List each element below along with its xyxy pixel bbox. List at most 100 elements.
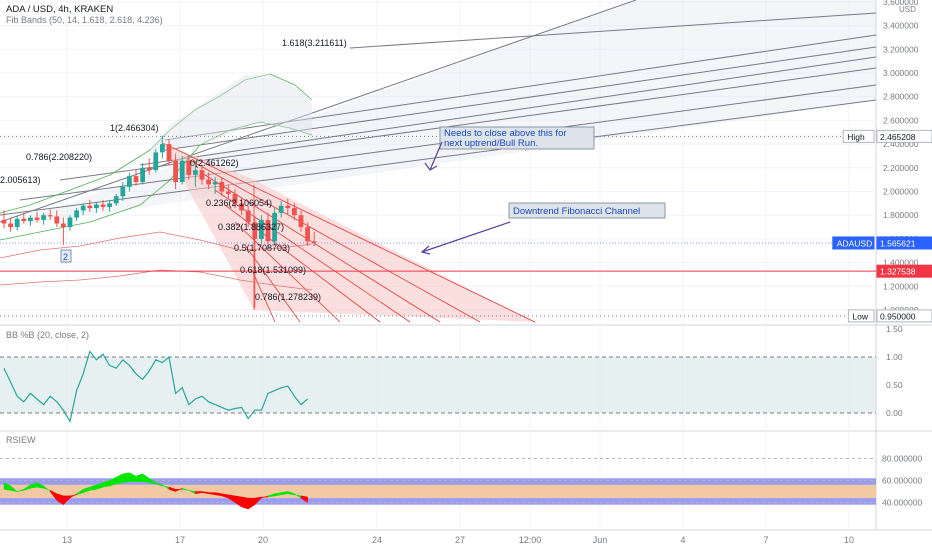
rsi-panel-title[interactable]: RSIEW: [6, 435, 36, 445]
candle-body[interactable]: [219, 182, 225, 192]
candle[interactable]: [100, 199, 106, 211]
channel-note[interactable]: Downtrend Fibonacci Channel: [508, 202, 666, 219]
candle-body[interactable]: [74, 210, 79, 218]
candle-body[interactable]: [61, 223, 66, 228]
candle-body[interactable]: [193, 170, 198, 175]
candle[interactable]: [292, 203, 297, 220]
candle-body[interactable]: [298, 215, 304, 228]
candle-body[interactable]: [259, 219, 264, 239]
candle-body[interactable]: [265, 219, 271, 242]
candle[interactable]: [265, 212, 271, 249]
candlestick-series[interactable]: [1, 135, 317, 308]
candle[interactable]: [166, 139, 172, 166]
candle-body[interactable]: [140, 167, 145, 183]
candle-body[interactable]: [67, 217, 73, 228]
candle[interactable]: [146, 158, 152, 175]
candle-body[interactable]: [1, 219, 7, 224]
candle-body[interactable]: [305, 227, 310, 242]
candle[interactable]: [41, 212, 46, 225]
candle[interactable]: [21, 212, 27, 224]
fib-channel-line[interactable]: [189, 159, 481, 323]
candle-body[interactable]: [107, 203, 112, 207]
candle-body[interactable]: [41, 215, 46, 220]
time-axis[interactable]: 13 17 20 24 27 12:00 Jun 4 7 10: [62, 535, 854, 545]
candle-body[interactable]: [252, 222, 258, 239]
candle-body[interactable]: [232, 193, 238, 204]
candle[interactable]: [94, 202, 99, 213]
candle[interactable]: [193, 165, 198, 187]
marker-badge[interactable]: [60, 249, 72, 263]
candle[interactable]: [61, 217, 66, 245]
candle-body[interactable]: [245, 210, 251, 223]
candle[interactable]: [245, 205, 251, 228]
candle-body[interactable]: [34, 217, 40, 220]
candle[interactable]: [272, 208, 277, 245]
fib-channel-line[interactable]: [224, 204, 381, 323]
candle[interactable]: [28, 215, 33, 226]
fib-fan-line[interactable]: [139, 56, 877, 166]
candle[interactable]: [47, 209, 53, 220]
bb-line[interactable]: [3, 350, 308, 424]
candle[interactable]: [186, 155, 192, 180]
candle-body[interactable]: [199, 170, 205, 180]
candle-body[interactable]: [160, 144, 165, 153]
candle[interactable]: [259, 215, 264, 244]
candle-body[interactable]: [166, 144, 172, 161]
candle-body[interactable]: [212, 182, 218, 185]
candle-body[interactable]: [8, 223, 13, 228]
candle[interactable]: [219, 177, 225, 197]
fib-fan-line[interactable]: [349, 12, 877, 49]
candle[interactable]: [87, 199, 93, 212]
candle-body[interactable]: [206, 179, 211, 185]
fib-fan-line[interactable]: [0, 0, 637, 223]
candle[interactable]: [226, 184, 231, 199]
candle[interactable]: [1, 210, 7, 229]
candle[interactable]: [113, 193, 119, 206]
indicator-legend[interactable]: Fib Bands (50, 14, 1.618, 2.618, 4.236): [6, 15, 163, 25]
candle[interactable]: [206, 172, 211, 190]
candle[interactable]: [133, 170, 139, 186]
candle[interactable]: [54, 210, 60, 228]
candle[interactable]: [153, 148, 159, 173]
candle-body[interactable]: [292, 208, 297, 216]
candle[interactable]: [107, 200, 112, 212]
candle-body[interactable]: [153, 152, 159, 171]
fib-fan-line[interactable]: [164, 46, 877, 151]
candle-body[interactable]: [47, 215, 53, 217]
candle[interactable]: [252, 217, 258, 308]
fib-channel-line[interactable]: [162, 142, 536, 323]
fib-channel-line[interactable]: [251, 269, 276, 323]
candle-body[interactable]: [278, 205, 284, 213]
candle-body[interactable]: [14, 218, 20, 228]
candle[interactable]: [160, 135, 165, 159]
bull-run-note[interactable]: Needs to close above this for next uptre…: [439, 126, 595, 150]
horizontal-price-lines[interactable]: [0, 135, 876, 317]
candle-body[interactable]: [173, 160, 178, 183]
bb-panel-title[interactable]: BB %B (20, close, 2): [6, 330, 89, 340]
candle[interactable]: [120, 182, 126, 201]
candle[interactable]: [127, 172, 132, 192]
candle-body[interactable]: [100, 204, 106, 207]
candle-body[interactable]: [226, 191, 231, 194]
candle[interactable]: [278, 200, 284, 218]
candle-body[interactable]: [80, 205, 86, 211]
candle[interactable]: [74, 208, 79, 222]
candle-body[interactable]: [311, 241, 317, 243]
bull-note-arrow[interactable]: [429, 141, 443, 171]
candle-body[interactable]: [133, 176, 139, 183]
candle-body[interactable]: [87, 205, 93, 209]
candle-body[interactable]: [272, 212, 277, 242]
candle[interactable]: [80, 203, 86, 216]
candle[interactable]: [14, 216, 20, 231]
fib-fan-line[interactable]: [0, 99, 877, 216]
rsiew-panel[interactable]: [0, 458, 876, 510]
candle[interactable]: [173, 153, 178, 190]
candle-body[interactable]: [146, 167, 152, 171]
fib-fan-line[interactable]: [164, 34, 877, 141]
candle[interactable]: [67, 215, 73, 231]
candle-body[interactable]: [285, 205, 291, 209]
candle[interactable]: [298, 210, 304, 232]
candle[interactable]: [212, 177, 218, 194]
